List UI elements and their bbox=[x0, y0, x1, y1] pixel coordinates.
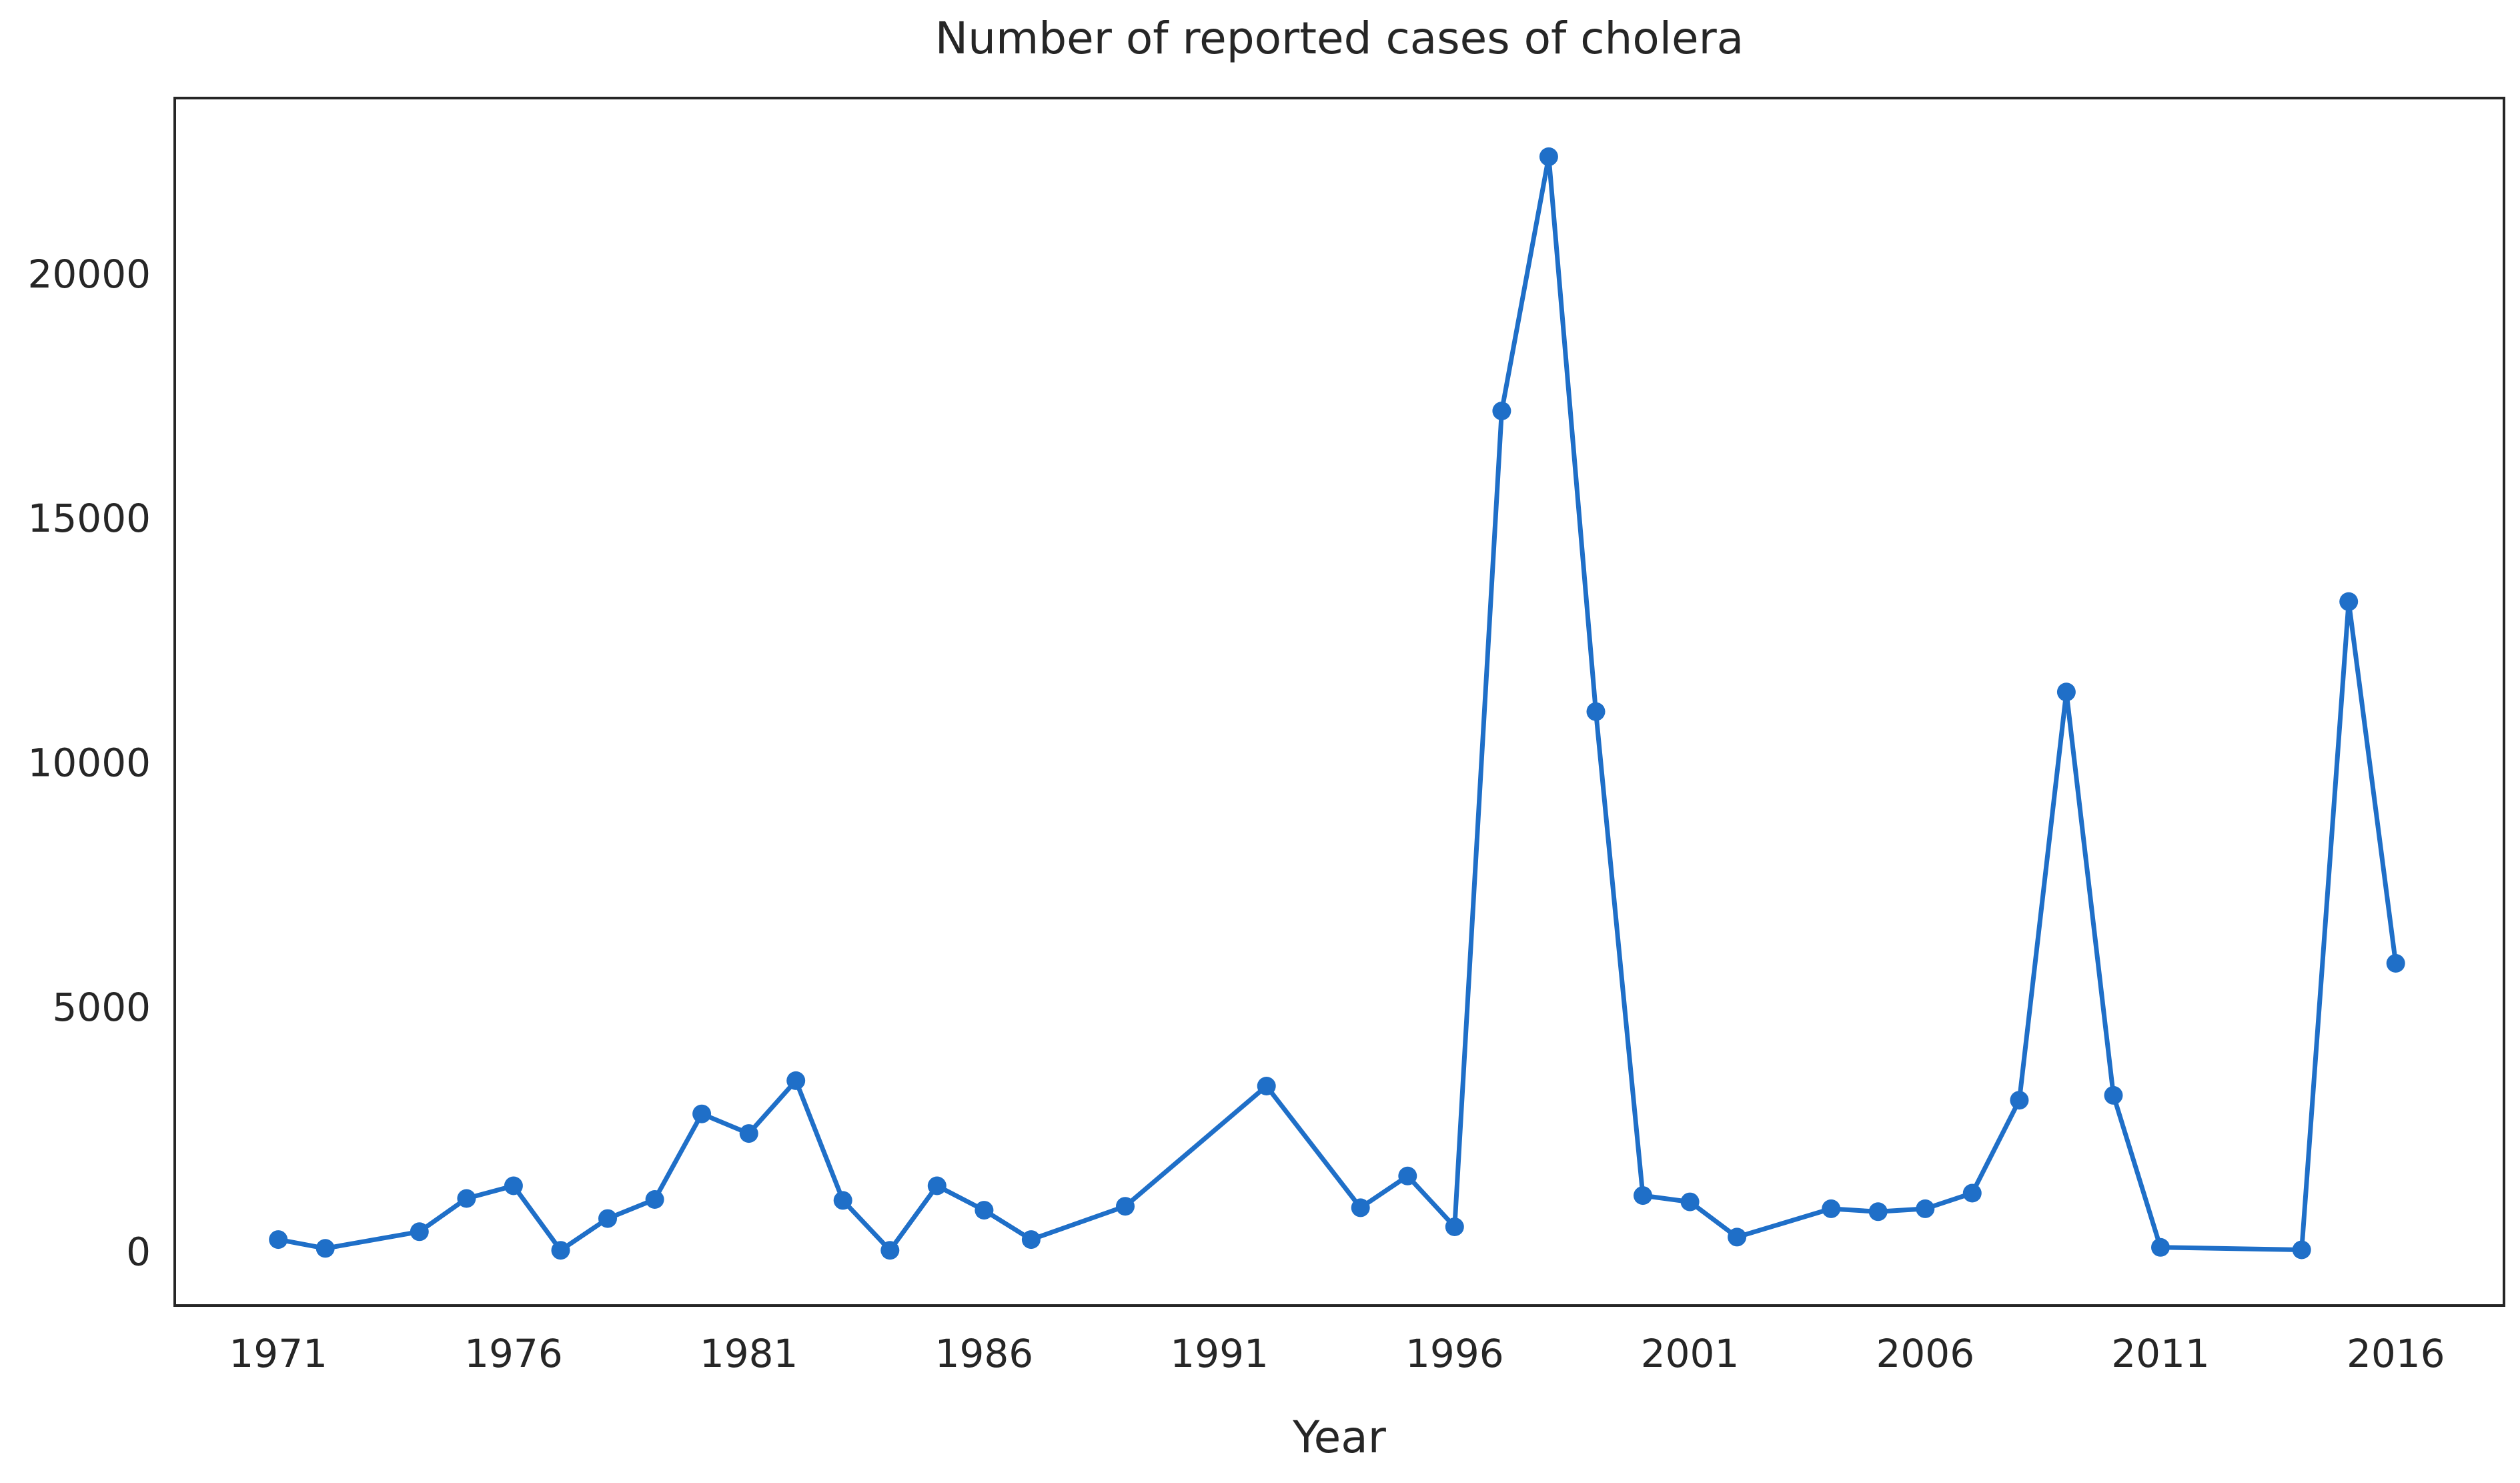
data-point bbox=[833, 1191, 852, 1210]
data-point bbox=[1586, 702, 1606, 721]
x-tick-label: 1991 bbox=[1170, 1331, 1269, 1376]
data-point bbox=[269, 1230, 288, 1250]
data-point bbox=[551, 1241, 570, 1260]
data-point bbox=[457, 1189, 476, 1208]
data-point bbox=[2386, 954, 2405, 973]
data-point bbox=[2104, 1085, 2123, 1105]
y-tick-label: 5000 bbox=[52, 985, 151, 1030]
x-tick-label: 1986 bbox=[935, 1331, 1034, 1376]
data-point bbox=[1916, 1199, 1935, 1218]
x-tick-label: 1976 bbox=[464, 1331, 563, 1376]
plot-frame bbox=[173, 97, 2505, 1307]
data-point bbox=[1680, 1192, 1700, 1211]
data-point bbox=[975, 1201, 994, 1220]
data-point bbox=[2056, 682, 2076, 702]
series-layer bbox=[269, 147, 2405, 1260]
data-point bbox=[1398, 1166, 1417, 1185]
data-point bbox=[1868, 1202, 1888, 1221]
data-point bbox=[1257, 1077, 1276, 1095]
data-point bbox=[1634, 1186, 1652, 1205]
data-point bbox=[598, 1209, 617, 1228]
data-point bbox=[1492, 402, 1511, 420]
x-tick-label: 2016 bbox=[2347, 1331, 2445, 1376]
data-point bbox=[1728, 1227, 1747, 1247]
y-tick-label: 0 bbox=[126, 1229, 151, 1274]
data-point bbox=[880, 1241, 900, 1260]
data-point bbox=[2292, 1240, 2311, 1260]
data-point bbox=[2339, 592, 2359, 611]
x-tick-label: 1981 bbox=[700, 1331, 798, 1376]
data-point bbox=[316, 1239, 335, 1258]
data-point bbox=[739, 1124, 758, 1143]
x-axis-label: Year bbox=[1292, 1412, 1387, 1463]
y-tick-label: 20000 bbox=[27, 252, 151, 297]
data-point bbox=[2151, 1238, 2170, 1257]
data-point bbox=[410, 1222, 429, 1242]
x-tick-label: 2006 bbox=[1876, 1331, 1974, 1376]
data-point bbox=[1351, 1198, 1370, 1217]
data-point bbox=[1822, 1199, 1841, 1218]
chart-title: Number of reported cases of cholera bbox=[935, 13, 1744, 64]
data-point bbox=[1021, 1230, 1041, 1250]
data-point bbox=[1445, 1217, 1464, 1236]
data-point bbox=[2010, 1091, 2029, 1110]
x-axis-ticks: 1971 1976 1981 1986 1991 1996 2001 2006 2011 2016 bbox=[229, 1331, 2445, 1376]
x-tick-label: 1971 bbox=[229, 1331, 328, 1376]
data-point bbox=[692, 1104, 712, 1123]
data-point bbox=[1116, 1197, 1135, 1216]
data-point bbox=[1962, 1183, 1982, 1203]
data-point bbox=[645, 1190, 664, 1209]
x-tick-label: 2001 bbox=[1641, 1331, 1740, 1376]
y-tick-label: 15000 bbox=[27, 496, 151, 541]
y-axis-ticks: 0 5000 10000 15000 20000 bbox=[27, 252, 151, 1275]
data-point bbox=[786, 1071, 806, 1090]
x-tick-label: 2011 bbox=[2111, 1331, 2210, 1376]
x-tick-label: 1996 bbox=[1405, 1331, 1504, 1376]
data-point bbox=[927, 1176, 947, 1195]
data-point bbox=[504, 1176, 523, 1195]
y-tick-label: 10000 bbox=[27, 740, 151, 786]
data-point bbox=[1539, 147, 1558, 166]
